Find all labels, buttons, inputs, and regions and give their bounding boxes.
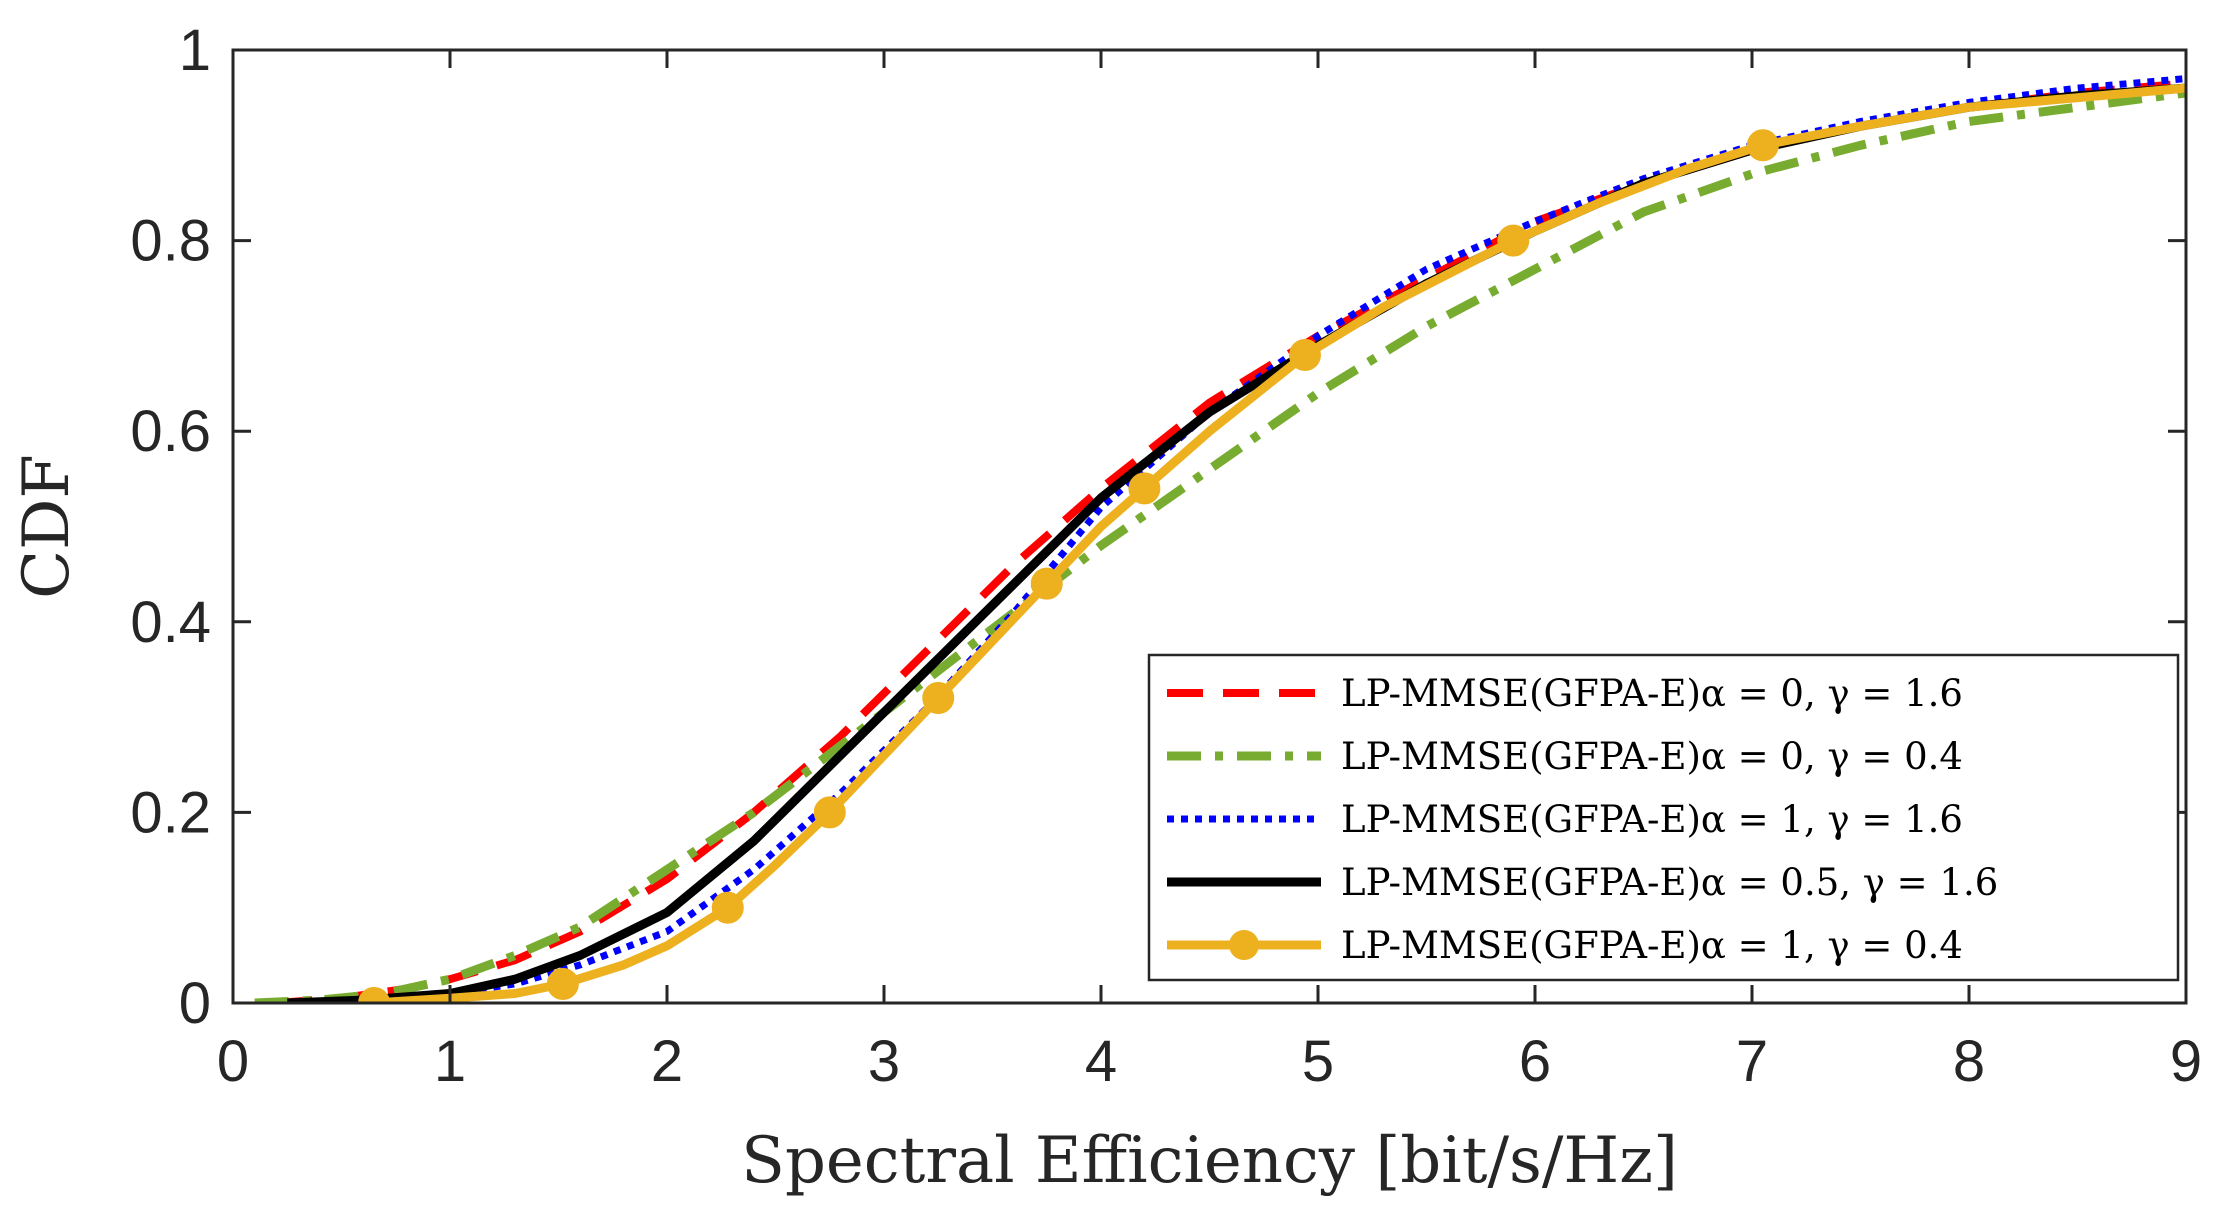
y-tick-label: 0: [179, 971, 211, 1036]
y-tick-label: 0.2: [130, 780, 211, 845]
x-tick-label: 3: [868, 1029, 900, 1094]
x-tick-label: 6: [1519, 1029, 1551, 1094]
y-tick-label: 0.6: [130, 399, 211, 464]
series-line-3: [297, 75, 2186, 1003]
legend: LP-MMSE(GFPA-E)α = 0, γ = 1.6 LP-MMSE(GFP…: [1147, 653, 2180, 982]
x-tick-label: 2: [651, 1029, 683, 1094]
x-tick-label: 9: [2170, 1029, 2202, 1094]
series-5-marker: [813, 796, 846, 829]
axes-box: [231, 48, 2188, 1005]
series-5-marker: [546, 967, 579, 1000]
series-group: [254, 75, 2186, 1003]
legend-box: [1147, 653, 2180, 982]
series-5-marker: [711, 891, 744, 924]
x-axis-label: Spectral Efficiency [bit/s/Hz]: [741, 1124, 1678, 1198]
x-tick-label: 1: [434, 1029, 466, 1094]
legend-label-4: LP-MMSE(GFPA-E)α = 0.5, γ = 1.6: [1341, 861, 1998, 904]
x-tick-label: 7: [1736, 1029, 1768, 1094]
x-tick-label: 8: [1953, 1029, 1985, 1094]
series-5-marker: [1128, 472, 1161, 505]
series-5-marker: [1288, 338, 1321, 371]
legend-label-3: LP-MMSE(GFPA-E)α = 1, γ = 1.6: [1341, 798, 1963, 841]
x-tick-label: 5: [1302, 1029, 1334, 1094]
y-tick-label: 1: [179, 18, 211, 83]
series-5-marker: [1497, 224, 1530, 257]
legend-label-5: LP-MMSE(GFPA-E)α = 1, γ = 0.4: [1341, 924, 1963, 967]
series-line-5: [373, 83, 2186, 1003]
y-tick-label: 0.4: [130, 590, 211, 655]
series-5-marker: [922, 682, 955, 715]
y-tick-label: 0.8: [130, 209, 211, 274]
y-axis-label: CDF: [10, 454, 84, 599]
series-5-marker: [1030, 567, 1063, 600]
axes: 0 1 2 3 4 5 6 7 8 9 0 0.2 0.4 0.6 0.8 1 Spectral Efficie…: [10, 18, 2202, 1198]
x-tick-label: 4: [1085, 1029, 1117, 1094]
series-5-marker: [358, 987, 391, 1003]
series-5-marker: [1746, 129, 1779, 162]
legend-marker-5: [1229, 930, 1259, 960]
legend-label-2: LP-MMSE(GFPA-E)α = 0, γ = 0.4: [1341, 735, 1963, 778]
x-tick-label: 0: [217, 1029, 249, 1094]
legend-label-1: LP-MMSE(GFPA-E)α = 0, γ = 1.6: [1341, 672, 1963, 715]
